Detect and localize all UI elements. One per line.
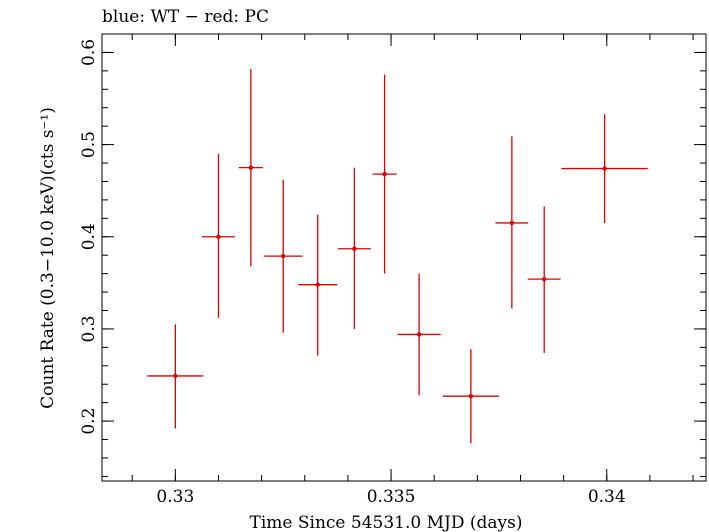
data-point bbox=[248, 165, 254, 170]
series-pc bbox=[147, 69, 648, 444]
y-tick-label: 0.5 bbox=[79, 131, 99, 158]
data-point bbox=[382, 171, 387, 177]
x-tick-label: 0.33 bbox=[156, 487, 194, 507]
data-point bbox=[542, 276, 547, 282]
tick-labels: 0.33 0.335 0.34 0.2 0.3 0.4 0.5 0.6 bbox=[79, 39, 626, 507]
y-axis-label: Count Rate (0.3−10.0 keV)(cts s⁻¹) bbox=[38, 107, 58, 409]
data-point bbox=[281, 253, 286, 259]
data-point bbox=[509, 220, 515, 226]
data-point bbox=[216, 234, 221, 239]
data-points-layer bbox=[147, 69, 648, 444]
y-tick-label: 0.2 bbox=[79, 408, 99, 435]
y-tick-label: 0.6 bbox=[79, 39, 99, 66]
chart-title: blue: WT − red: PC bbox=[102, 7, 269, 27]
x-axis-label: Time Since 54531.0 MJD (days) bbox=[250, 513, 523, 532]
data-point bbox=[173, 373, 178, 379]
data-point bbox=[602, 166, 607, 171]
x-tick-label: 0.34 bbox=[588, 487, 626, 507]
axis-ticks bbox=[102, 34, 706, 481]
data-point bbox=[468, 394, 474, 399]
y-tick-label: 0.4 bbox=[79, 223, 99, 250]
plot-frame bbox=[101, 33, 707, 482]
data-point bbox=[352, 246, 357, 251]
data-point bbox=[416, 332, 422, 337]
y-tick-label: 0.3 bbox=[79, 315, 99, 342]
x-tick-label: 0.335 bbox=[367, 487, 416, 507]
data-point bbox=[315, 282, 320, 287]
